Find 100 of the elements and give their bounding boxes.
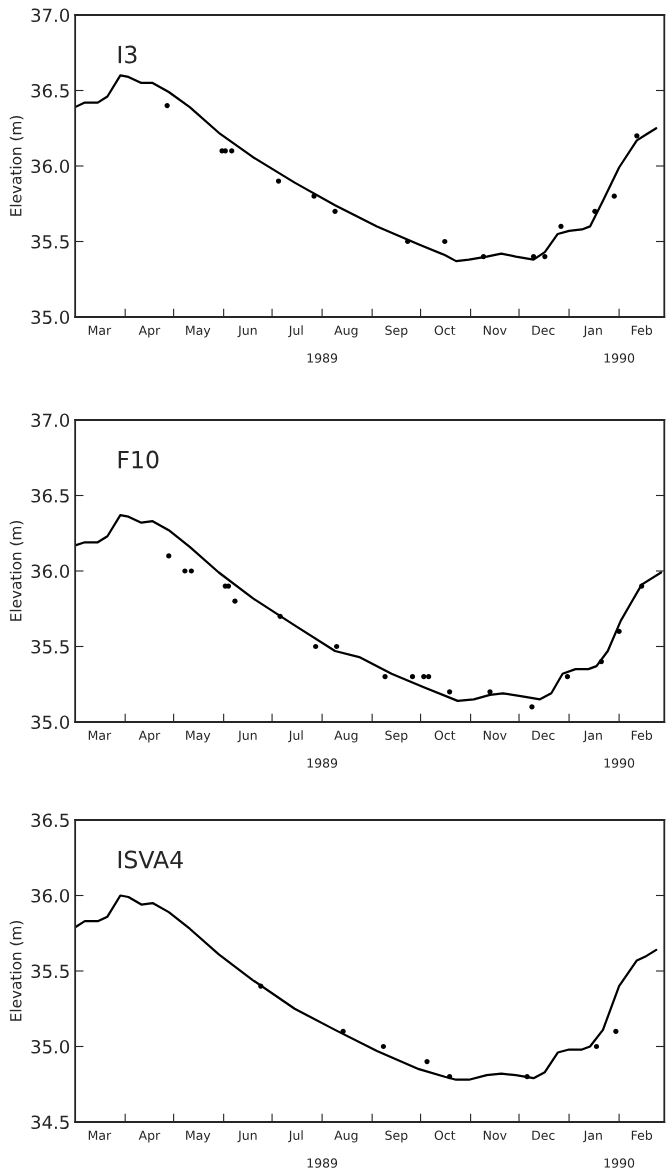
point	[258, 983, 264, 989]
x2-tick-label: 1989	[307, 353, 338, 363]
y-tick-label: 35.5	[31, 234, 69, 249]
point	[564, 674, 571, 680]
point	[382, 674, 388, 680]
point	[229, 148, 235, 154]
point	[232, 598, 238, 604]
point	[542, 254, 548, 260]
x-tick-label: Oct	[434, 325, 456, 336]
point	[611, 193, 617, 199]
point	[442, 238, 448, 245]
x-tick-label: May	[186, 1130, 211, 1143]
point	[182, 568, 188, 574]
y-tick-label: 37.0	[31, 8, 70, 23]
point	[166, 553, 172, 559]
y-tick-label: 36.5	[31, 488, 69, 503]
x-tick-label: Jul	[288, 1130, 303, 1143]
x-tick-label: Jun	[237, 1130, 257, 1143]
line-series	[75, 894, 658, 1081]
x2-tick-label: 1990	[604, 758, 635, 768]
x-tick-label: Feb	[631, 325, 653, 336]
point	[421, 674, 427, 680]
y-axis-title: Elevation (m)	[9, 521, 24, 621]
point	[409, 674, 416, 680]
text: ISVA4	[118, 850, 183, 869]
x-tick-label: Dec	[532, 1130, 555, 1141]
x-tick-label: Jun	[237, 325, 257, 338]
point	[592, 208, 598, 214]
y-axis-title: Elevation (m)	[9, 116, 24, 216]
point	[598, 659, 604, 665]
x-tick-label: Nov	[483, 730, 507, 741]
point	[639, 583, 645, 589]
x-tick-label: Nov	[483, 1130, 507, 1141]
point	[487, 689, 493, 695]
point	[447, 1074, 453, 1080]
x-tick-label: Feb	[631, 730, 653, 741]
point	[558, 223, 564, 229]
x-tick-label: Apr	[138, 730, 161, 743]
y-tick-label: 36.0	[31, 564, 70, 579]
point	[593, 1043, 600, 1050]
point	[380, 1043, 387, 1050]
y-tick-label: 36.0	[31, 159, 70, 174]
point	[340, 1028, 346, 1034]
text: F10	[118, 450, 159, 469]
point	[311, 193, 317, 199]
point	[616, 628, 622, 634]
x-tick-label: Dec	[532, 325, 555, 336]
x-tick-label: Jun	[237, 730, 257, 743]
x2-tick-label: 1990	[604, 1158, 635, 1168]
x-tick-label: Feb	[631, 1130, 653, 1141]
x-tick-label: Oct	[434, 1130, 456, 1141]
x2-tick-label: 1989	[307, 758, 338, 768]
point	[332, 208, 338, 214]
point	[225, 583, 232, 589]
x-tick-label: May	[186, 730, 211, 743]
point	[334, 643, 340, 650]
point	[426, 674, 432, 680]
line-series	[75, 74, 658, 263]
y-tick-label: 35.5	[31, 639, 69, 654]
y-tick-label: 35.0	[31, 715, 70, 730]
x-tick-label: Oct	[434, 730, 456, 741]
point	[164, 103, 170, 109]
x-tick-label: Jul	[288, 730, 303, 743]
x-tick-label: Aug	[334, 1130, 358, 1143]
point	[277, 613, 283, 619]
point	[530, 254, 537, 260]
y-tick-label: 35.0	[31, 1039, 70, 1054]
point	[447, 689, 453, 695]
x-tick-label: Apr	[138, 1130, 161, 1143]
point	[405, 238, 411, 245]
y-tick-label: 34.5	[31, 1115, 69, 1130]
x-tick-label: Aug	[334, 325, 358, 338]
y-tick-label: 37.0	[31, 413, 70, 428]
y-axis-title: Elevation (m)	[9, 921, 24, 1021]
y-tick-label: 36.5	[31, 83, 69, 98]
x-tick-label: Aug	[334, 730, 358, 743]
point	[424, 1059, 430, 1065]
point	[634, 133, 640, 139]
point	[613, 1028, 619, 1034]
x-tick-label: Apr	[138, 325, 161, 338]
x-tick-label: Mar	[88, 325, 112, 336]
x-tick-label: Jul	[288, 325, 303, 338]
x-tick-label: Nov	[483, 325, 507, 336]
x-tick-label: Dec	[532, 730, 555, 741]
x-tick-label: May	[186, 325, 211, 338]
x-tick-label: Mar	[88, 730, 112, 741]
line-series	[75, 514, 663, 702]
point	[188, 568, 194, 574]
x-tick-label: Sep	[385, 730, 408, 743]
point	[275, 178, 282, 184]
text: I3	[118, 45, 137, 64]
point	[524, 1074, 530, 1080]
y-tick-label: 35.0	[31, 310, 70, 325]
point	[480, 254, 487, 260]
x-tick-label: Sep	[385, 1130, 408, 1143]
y-tick-label: 35.5	[31, 964, 69, 979]
x-tick-label: Jan	[582, 325, 602, 338]
x2-tick-label: 1990	[604, 353, 635, 363]
x-tick-label: Jan	[582, 1130, 602, 1143]
point	[529, 704, 535, 710]
